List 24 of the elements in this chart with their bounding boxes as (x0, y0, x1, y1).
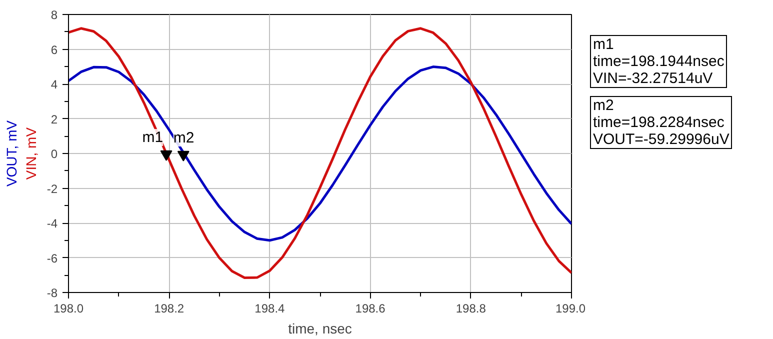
y-tick-label: 0 (50, 147, 58, 161)
y-tick-label: -6 (46, 251, 58, 266)
y-tick-label: 8 (50, 8, 58, 22)
line-series (68, 66, 572, 242)
line-series (68, 27, 572, 279)
y-tick-label: -8 (46, 286, 58, 300)
x-tick-label: 198.6 (355, 302, 386, 316)
y-tick-label: -4 (46, 216, 58, 230)
annotation: m2 (173, 130, 194, 147)
y-tick-label: 4 (50, 78, 58, 92)
text: VOUT, mV (4, 120, 20, 187)
y-tick-label: 6 (50, 42, 58, 57)
y-tick-label: -2 (46, 182, 58, 196)
text: m1 time=198.1944nsec VIN=-32.27514uV (590, 35, 728, 88)
text: m2 time=198.2284nsec VOUT=-59.29996uV (590, 96, 732, 149)
y-tick-label: 2 (50, 112, 58, 126)
x-tick-label: 199.0 (555, 302, 586, 316)
x-tick-label: 198.4 (254, 302, 286, 316)
x-tick-label: 198.0 (53, 302, 84, 316)
x-axis-title: time, nsec (288, 320, 352, 336)
annotation: m1 (142, 129, 164, 146)
x-tick-label: 198.8 (456, 302, 486, 316)
text: VIN, mV (22, 126, 39, 180)
x-tick-label: 198.2 (154, 302, 184, 316)
